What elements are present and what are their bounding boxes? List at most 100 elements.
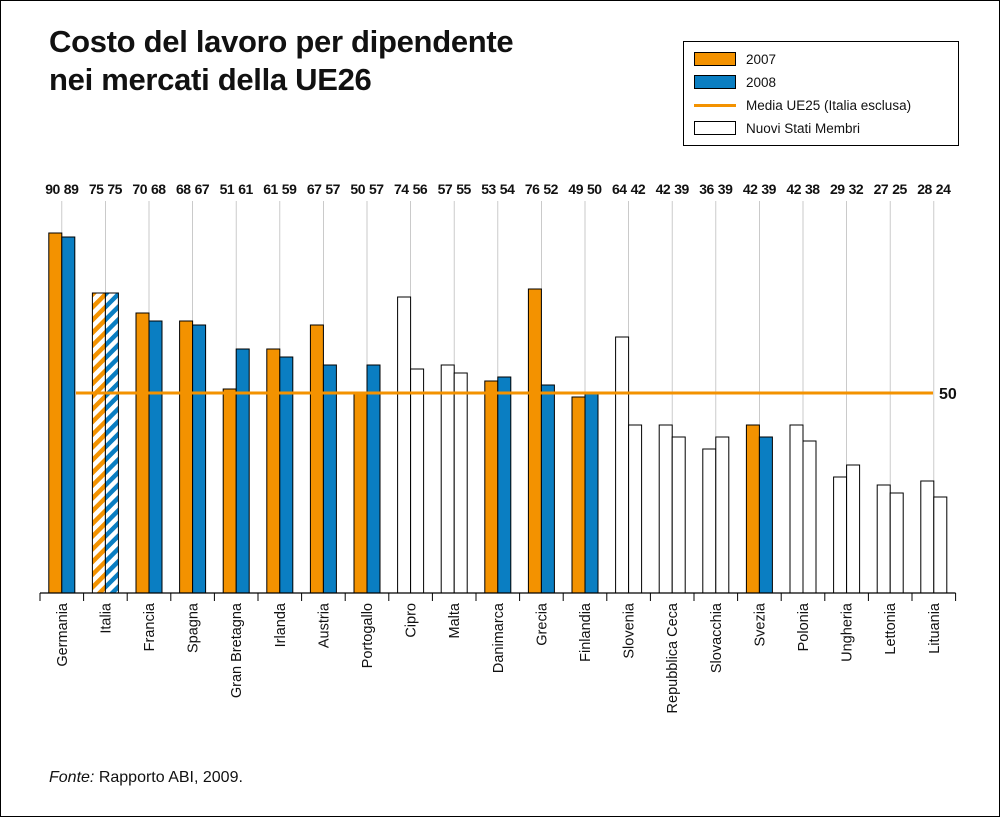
value-label-2007-spagna: 68	[176, 181, 191, 197]
bar-2008-slovacchia	[715, 436, 730, 594]
bar-2007-slovenia	[615, 336, 630, 594]
bar-2007-gran-bretagna	[222, 388, 237, 594]
category-label-slovacchia: Slovacchia	[709, 602, 725, 673]
category-label-grecia: Grecia	[534, 602, 550, 646]
value-label-2007-polonia: 42	[786, 181, 801, 197]
legend-line-average	[694, 103, 736, 107]
category-label-danimarca: Danimarca	[491, 602, 507, 673]
category-label-austria: Austria	[316, 602, 332, 648]
bar-2007-ungheria	[833, 476, 848, 594]
value-label-2008-ungheria: 32	[849, 181, 864, 197]
legend-item-2007: 2007	[694, 50, 776, 68]
value-label-2007-slovacchia: 36	[699, 181, 714, 197]
bar-2007-repubblica-ceca	[658, 424, 673, 594]
value-label-2007-svezia: 42	[743, 181, 758, 197]
bar-2007-finlandia	[571, 396, 586, 594]
value-label-2008-gran-bretagna: 61	[238, 181, 253, 197]
bar-2007-slovacchia	[702, 448, 717, 594]
source-label: Fonte:	[49, 769, 95, 786]
value-label-2008-repubblica-ceca: 39	[674, 181, 689, 197]
bar-2007-svezia	[745, 424, 760, 594]
bar-2008-lettonia	[889, 492, 904, 594]
value-label-2007-cipro: 74	[394, 181, 409, 197]
bar-2008-ungheria	[846, 464, 861, 594]
category-label-polonia: Polonia	[796, 602, 812, 651]
value-label-2007-francia: 70	[132, 181, 147, 197]
value-label-2007-irlanda: 61	[263, 181, 278, 197]
value-label-2008-danimarca: 54	[500, 181, 515, 197]
average-line-label: 50	[939, 386, 957, 403]
bar-2008-malta	[453, 372, 468, 594]
category-label-gran-bretagna: Gran Bretagna	[229, 602, 245, 698]
value-label-2008-malta: 55	[456, 181, 471, 197]
category-label-portogallo: Portogallo	[360, 603, 376, 668]
category-label-repubblica-ceca: Repubblica Ceca	[665, 602, 681, 713]
bar-2008-francia	[148, 320, 163, 594]
legend: 2007 2008 Media UE25 (Italia esclusa) Nu…	[683, 41, 959, 146]
value-label-2008-irlanda: 59	[282, 181, 297, 197]
legend-item-average: Media UE25 (Italia esclusa)	[694, 96, 911, 114]
value-label-2008-germania: 89	[64, 181, 79, 197]
source-note: Fonte: Rapporto ABI, 2009.	[49, 769, 243, 787]
bar-2008-svezia	[758, 436, 773, 594]
value-label-2007-gran-bretagna: 51	[220, 181, 235, 197]
bar-2008-polonia	[802, 440, 817, 594]
bar-2008-spagna	[192, 324, 207, 594]
bar-2007-grecia	[527, 288, 542, 594]
bar-2007-germania	[48, 232, 63, 594]
value-label-2007-lituania: 28	[917, 181, 932, 197]
category-label-germania: Germania	[55, 602, 71, 667]
chart-title: Costo del lavoro per dipendente nei merc…	[49, 23, 514, 99]
value-label-2008-slovenia: 42	[631, 181, 646, 197]
value-label-2007-italia: 75	[89, 181, 104, 197]
value-label-2007-danimarca: 53	[481, 181, 496, 197]
value-label-2007-portogallo: 50	[350, 181, 365, 197]
value-label-2008-portogallo: 57	[369, 181, 384, 197]
bar-2008-danimarca	[497, 376, 512, 594]
value-label-2008-italia: 75	[107, 181, 122, 197]
category-label-svezia: Svezia	[752, 602, 768, 646]
legend-label-2007: 2007	[746, 51, 777, 67]
bar-2008-repubblica-ceca	[671, 436, 686, 594]
category-label-slovenia: Slovenia	[622, 602, 638, 659]
bar-2008-germania	[61, 236, 76, 594]
legend-item-2008: 2008	[694, 73, 776, 91]
bar-2008-slovenia	[628, 424, 643, 594]
value-label-2008-polonia: 38	[805, 181, 820, 197]
value-label-2007-malta: 57	[438, 181, 453, 197]
value-label-2008-austria: 57	[325, 181, 340, 197]
value-label-2008-lituania: 24	[936, 181, 951, 197]
title-line-1: Costo del lavoro per dipendente	[49, 24, 514, 59]
bar-2008-gran-bretagna	[235, 348, 250, 594]
bar-2007-malta	[440, 364, 455, 594]
legend-label-new-states: Nuovi Stati Membri	[746, 120, 861, 136]
bar-2007-cipro	[397, 296, 412, 594]
category-label-cipro: Cipro	[404, 603, 420, 638]
value-label-2007-austria: 67	[307, 181, 322, 197]
bar-2008-grecia	[540, 384, 555, 594]
category-label-lituania: Lituania	[927, 602, 943, 654]
bar-2007-polonia	[789, 424, 804, 594]
bar-2007-danimarca	[484, 380, 499, 594]
bar-2007-lettonia	[876, 484, 891, 594]
category-label-irlanda: Irlanda	[273, 602, 289, 647]
value-label-2007-finlandia: 49	[568, 181, 583, 197]
value-label-2008-finlandia: 50	[587, 181, 602, 197]
bar-2008-cipro	[410, 368, 425, 594]
value-label-2008-svezia: 39	[761, 181, 776, 197]
bar-2008-italia	[104, 292, 119, 594]
category-label-finlandia: Finlandia	[578, 602, 594, 662]
legend-swatch-2008	[694, 75, 736, 89]
category-label-spagna: Spagna	[186, 602, 202, 653]
bar-2007-irlanda	[266, 348, 281, 594]
bar-2008-lituania	[933, 496, 948, 594]
bar-2007-spagna	[179, 320, 194, 594]
bar-2007-italia	[91, 292, 106, 594]
legend-item-new-states: Nuovi Stati Membri	[694, 119, 860, 137]
category-label-francia: Francia	[142, 602, 158, 651]
value-label-2008-cipro: 56	[413, 181, 428, 197]
value-label-2008-spagna: 67	[195, 181, 210, 197]
bar-2007-francia	[135, 312, 150, 594]
value-label-2007-lettonia: 27	[874, 181, 889, 197]
